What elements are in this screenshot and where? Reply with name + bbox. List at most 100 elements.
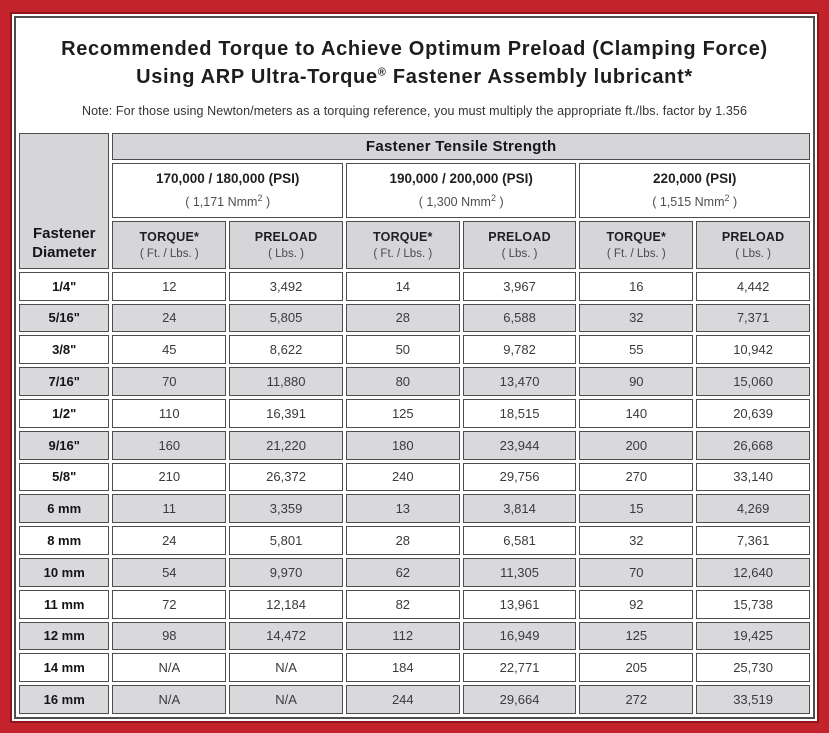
psi-group-220: 220,000 (PSI) ( 1,515 Nmm2 ) [579, 162, 810, 218]
preload-value-cell: 3,492 [229, 271, 343, 301]
torque-value-cell: N/A [112, 653, 227, 683]
torque-column-header: TORQUE* ( Ft. / Lbs. ) [112, 220, 227, 269]
table-row: 3/8" 45 8,622 50 9,782 55 10,942 [19, 335, 810, 365]
fastener-diameter-cell: 8 mm [19, 526, 110, 555]
torque-value-cell: 70 [579, 557, 694, 587]
title-line2: Using ARP Ultra-Torque® Fastener Assembl… [136, 66, 693, 89]
preload-column-header: PRELOAD ( Lbs. ) [462, 220, 577, 269]
preload-value-cell: 16,391 [229, 398, 343, 428]
torque-value-cell: 70 [112, 367, 227, 396]
preload-value-cell: 19,425 [696, 621, 810, 651]
title-block: Recommended Torque to Achieve Optimum Pr… [16, 18, 813, 118]
fastener-diameter-header: Fastener Diameter [19, 132, 110, 269]
table-row: 5/16" 24 5,805 28 6,588 32 7,371 [19, 303, 810, 333]
torque-value-cell: 32 [579, 526, 694, 555]
preload-value-cell: 18,515 [462, 398, 577, 428]
torque-value-cell: 110 [112, 398, 227, 428]
tensile-strength-row: Fastener Diameter Fastener Tensile Stren… [19, 132, 810, 269]
table-row: 6 mm 11 3,359 13 3,814 15 4,269 [19, 494, 810, 524]
torque-value-cell: 13 [345, 494, 460, 524]
preload-value-cell: 3,814 [462, 494, 577, 524]
preload-value-cell: 9,782 [462, 335, 577, 365]
torque-value-cell: 92 [579, 589, 694, 619]
torque-value-cell: 11 [112, 494, 227, 524]
torque-value-cell: 28 [345, 526, 460, 555]
table-row: 5/8" 210 26,372 240 29,756 270 33,140 [19, 462, 810, 492]
table-row: 14 mm N/A N/A 184 22,771 205 25,730 [19, 653, 810, 683]
tensile-strength-header: Fastener Tensile Strength [112, 132, 810, 160]
torque-value-cell: 16 [579, 271, 694, 301]
torque-value-cell: 210 [112, 462, 227, 492]
preload-value-cell: 14,472 [229, 621, 343, 651]
preload-value-cell: 5,805 [229, 303, 343, 333]
preload-value-cell: 20,639 [696, 398, 810, 428]
newton-meter-note: Note: For those using Newton/meters as a… [81, 103, 747, 118]
torque-value-cell: 205 [579, 653, 694, 683]
torque-table-wrapper: Fastener Diameter Fastener Tensile Stren… [16, 129, 813, 717]
torque-value-cell: 272 [579, 685, 694, 714]
preload-value-cell: 4,442 [696, 271, 810, 301]
table-row: 16 mm N/A N/A 244 29,664 272 33,519 [19, 685, 810, 714]
preload-value-cell: 33,519 [696, 685, 810, 714]
preload-value-cell: 29,664 [462, 685, 577, 714]
torque-value-cell: 140 [579, 398, 694, 428]
preload-value-cell: 6,588 [462, 303, 577, 333]
fastener-diameter-cell: 6 mm [19, 494, 110, 524]
torque-value-cell: 98 [112, 621, 227, 651]
table-row: 1/2" 110 16,391 125 18,515 140 20,639 [19, 398, 810, 428]
preload-value-cell: 13,961 [462, 589, 577, 619]
torque-value-cell: 12 [112, 271, 227, 301]
torque-value-cell: 160 [112, 430, 227, 460]
preload-value-cell: 26,372 [229, 462, 343, 492]
fastener-diameter-cell: 3/8" [19, 335, 110, 365]
preload-value-cell: 7,361 [696, 526, 810, 555]
torque-value-cell: 14 [345, 271, 460, 301]
table-row: 7/16" 70 11,880 80 13,470 90 15,060 [19, 367, 810, 396]
preload-value-cell: 29,756 [462, 462, 577, 492]
fastener-diameter-cell: 11 mm [19, 589, 110, 619]
preload-value-cell: 5,801 [229, 526, 343, 555]
fastener-diameter-cell: 5/16" [19, 303, 110, 333]
torque-value-cell: 184 [345, 653, 460, 683]
torque-value-cell: 90 [579, 367, 694, 396]
psi-label: 190,000 / 200,000 (PSI) [389, 171, 533, 187]
preload-value-cell: 25,730 [696, 653, 810, 683]
fastener-diameter-cell: 14 mm [19, 653, 110, 683]
table-row: 12 mm 98 14,472 112 16,949 125 19,425 [19, 621, 810, 651]
psi-group-row: 170,000 / 180,000 (PSI) ( 1,171 Nmm2 ) 1… [19, 162, 810, 218]
registered-trademark-symbol: ® [377, 66, 387, 79]
fastener-diameter-cell: 16 mm [19, 685, 110, 714]
preload-value-cell: 21,220 [229, 430, 343, 460]
psi-group-190-200: 190,000 / 200,000 (PSI) ( 1,300 Nmm2 ) [345, 162, 577, 218]
torque-column-header: TORQUE* ( Ft. / Lbs. ) [345, 220, 460, 269]
torque-table: Fastener Diameter Fastener Tensile Stren… [16, 129, 813, 717]
fastener-diameter-cell: 1/4" [19, 271, 110, 301]
torque-value-cell: 72 [112, 589, 227, 619]
preload-value-cell: 8,622 [229, 335, 343, 365]
preload-value-cell: 15,738 [696, 589, 810, 619]
preload-value-cell: 4,269 [696, 494, 810, 524]
torque-value-cell: 82 [345, 589, 460, 619]
torque-value-cell: N/A [112, 685, 227, 714]
torque-value-cell: 80 [345, 367, 460, 396]
table-body: 1/4" 12 3,492 14 3,967 16 4,442 5/16" 24… [19, 271, 810, 714]
preload-value-cell: N/A [229, 685, 343, 714]
table-row: 9/16" 160 21,220 180 23,944 200 26,668 [19, 430, 810, 460]
torque-value-cell: 62 [345, 557, 460, 587]
torque-value-cell: 45 [112, 335, 227, 365]
psi-label: 220,000 (PSI) [653, 171, 737, 187]
preload-value-cell: N/A [229, 653, 343, 683]
preload-value-cell: 22,771 [462, 653, 577, 683]
preload-value-cell: 12,640 [696, 557, 810, 587]
torque-value-cell: 244 [345, 685, 460, 714]
torque-value-cell: 32 [579, 303, 694, 333]
preload-column-header: PRELOAD ( Lbs. ) [229, 220, 343, 269]
table-row: 8 mm 24 5,801 28 6,581 32 7,361 [19, 526, 810, 555]
torque-value-cell: 200 [579, 430, 694, 460]
document-sheet: Recommended Torque to Achieve Optimum Pr… [12, 14, 817, 721]
preload-value-cell: 12,184 [229, 589, 343, 619]
torque-value-cell: 125 [579, 621, 694, 651]
torque-value-cell: 55 [579, 335, 694, 365]
preload-value-cell: 33,140 [696, 462, 810, 492]
